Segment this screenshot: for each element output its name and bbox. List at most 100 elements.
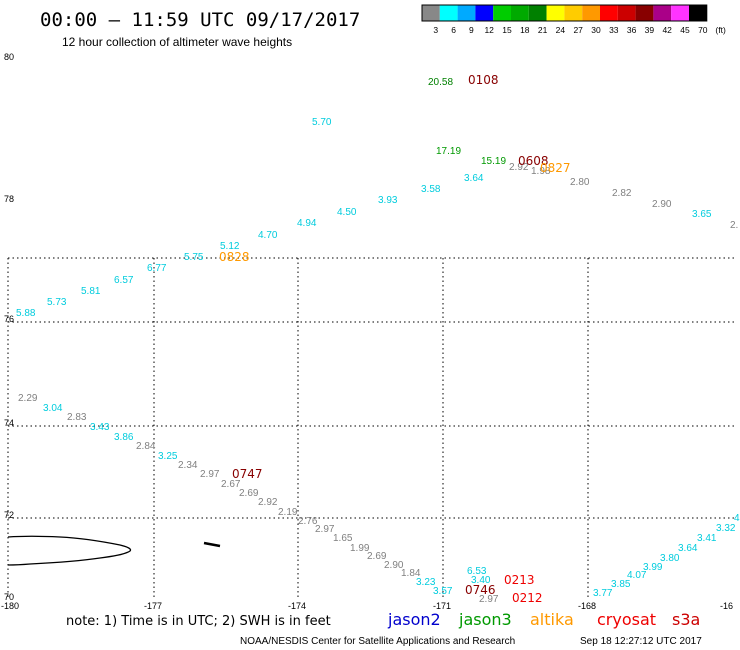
lon-label-177: -177: [144, 601, 162, 611]
swh-value: 15.19: [481, 156, 506, 167]
swh-value: 5.70: [312, 117, 332, 128]
swh-value: 3.25: [158, 451, 178, 462]
landmass: [7, 535, 221, 566]
swh-value: 4: [734, 513, 740, 524]
wrangel-island-coastline: [7, 535, 132, 566]
pass-time-label: 0213: [504, 573, 535, 587]
scale-label: 18: [520, 25, 530, 35]
scale-label: 21: [538, 25, 548, 35]
swh-value: 2.76: [298, 516, 318, 527]
swh-value: 3.32: [716, 523, 736, 534]
scale-label: 33: [609, 25, 619, 35]
swh-value: 1.65: [333, 533, 353, 544]
swh-value: 5.12: [220, 241, 240, 252]
scale-label: 6: [451, 25, 456, 35]
lon-label-174: -174: [288, 601, 306, 611]
lat-label-74: 74: [4, 418, 14, 428]
mission-legend: jason2 jason3 altika cryosat s3a: [387, 610, 700, 629]
units-note: note: 1) Time is in UTC; 2) SWH is in fe…: [66, 614, 331, 629]
scale-label: 15: [502, 25, 512, 35]
latitude-labels: 80 78 76 74 72 70: [4, 52, 14, 602]
swh-value: 2.97: [479, 594, 499, 605]
swh-value: 3.58: [421, 184, 441, 195]
scale-swatch: [528, 5, 547, 21]
swh-value: 1.84: [401, 568, 421, 579]
lat-label-76: 76: [4, 314, 14, 324]
swh-value: 3.64: [678, 543, 698, 554]
mission-s3a: s3a: [672, 610, 700, 629]
swh-value: 2.69: [239, 488, 259, 499]
pass-time-label: 0747: [232, 467, 263, 481]
lat-label-80: 80: [4, 52, 14, 62]
scale-label: 39: [645, 25, 655, 35]
swh-value: 2.19: [278, 507, 298, 518]
scale-label: 36: [627, 25, 637, 35]
swh-value: 6.57: [114, 275, 134, 286]
swh-value: 2.34: [178, 460, 198, 471]
swh-value: 3.80: [660, 553, 680, 564]
scale-swatch: [475, 5, 494, 21]
scale-label: 12: [484, 25, 494, 35]
swh-value: 3.43: [90, 422, 110, 433]
islet-coastline: [203, 541, 221, 548]
lon-label-165: -16: [720, 601, 733, 611]
swh-value: 2.69: [367, 551, 387, 562]
scale-swatch: [439, 5, 458, 21]
swh-value: 3.23: [416, 577, 436, 588]
map-title: 00:00 – 11:59 UTC 09/17/2017: [40, 9, 360, 31]
mission-jason3: jason3: [458, 610, 512, 629]
swh-value: 6.77: [147, 263, 167, 274]
generation-timestamp: Sep 18 12:27:12 UTC 2017: [580, 636, 702, 647]
swh-value: 3.04: [43, 403, 63, 414]
swh-value: 3.65: [692, 209, 712, 220]
swh-value: 2.90: [384, 560, 404, 571]
scale-label: 3: [433, 25, 438, 35]
pass-time-label: 0827: [540, 161, 571, 175]
swh-value: 2.92: [258, 497, 278, 508]
swh-value: 1.99: [350, 543, 370, 554]
scale-label: 42: [662, 25, 672, 35]
swh-value: 1.98: [531, 166, 551, 177]
map-subtitle: 12 hour collection of altimeter wave hei…: [62, 35, 292, 49]
mission-cryosat: cryosat: [597, 610, 656, 629]
mission-altika: altika: [530, 610, 574, 629]
scale-label: 30: [591, 25, 601, 35]
swh-value: 20.58: [428, 77, 453, 88]
lon-label-168: -168: [578, 601, 596, 611]
scale-swatch: [457, 5, 476, 21]
swh-value: 5.73: [47, 297, 67, 308]
swh-value: 5.75: [184, 252, 204, 263]
swh-value: 3.41: [697, 533, 717, 544]
swh-value: 3.40: [471, 575, 491, 586]
scale-swatch: [564, 5, 583, 21]
swh-value: 5.88: [16, 308, 36, 319]
lon-label-180: -180: [1, 601, 19, 611]
scale-swatch: [635, 5, 654, 21]
scale-label: 9: [469, 25, 474, 35]
swh-value: 2.82: [612, 188, 632, 199]
swh-value: 3.57: [433, 586, 453, 597]
map-grid: [7, 257, 735, 598]
swh-value: 2.: [730, 220, 738, 231]
swh-value: 3.99: [643, 562, 663, 573]
scale-label: 45: [680, 25, 690, 35]
scale-swatch: [671, 5, 689, 21]
pass-time-label: 0108: [468, 73, 499, 87]
pass-time-label: 0746: [465, 583, 496, 597]
scale-frame: [421, 4, 708, 22]
scale-swatch: [511, 5, 529, 21]
scale-swatch: [600, 5, 618, 21]
swh-value: 17.19: [436, 146, 461, 157]
swh-value: 3.93: [378, 195, 398, 206]
scale-label: 70: [698, 25, 708, 35]
scale-swatch: [582, 5, 600, 21]
swh-value: 3.77: [593, 588, 613, 599]
lat-label-72: 72: [4, 510, 14, 520]
scale-swatch: [653, 5, 672, 21]
swh-value: 2.92: [509, 162, 529, 173]
scale-swatch: [617, 5, 636, 21]
swh-value: 5.81: [81, 286, 101, 297]
